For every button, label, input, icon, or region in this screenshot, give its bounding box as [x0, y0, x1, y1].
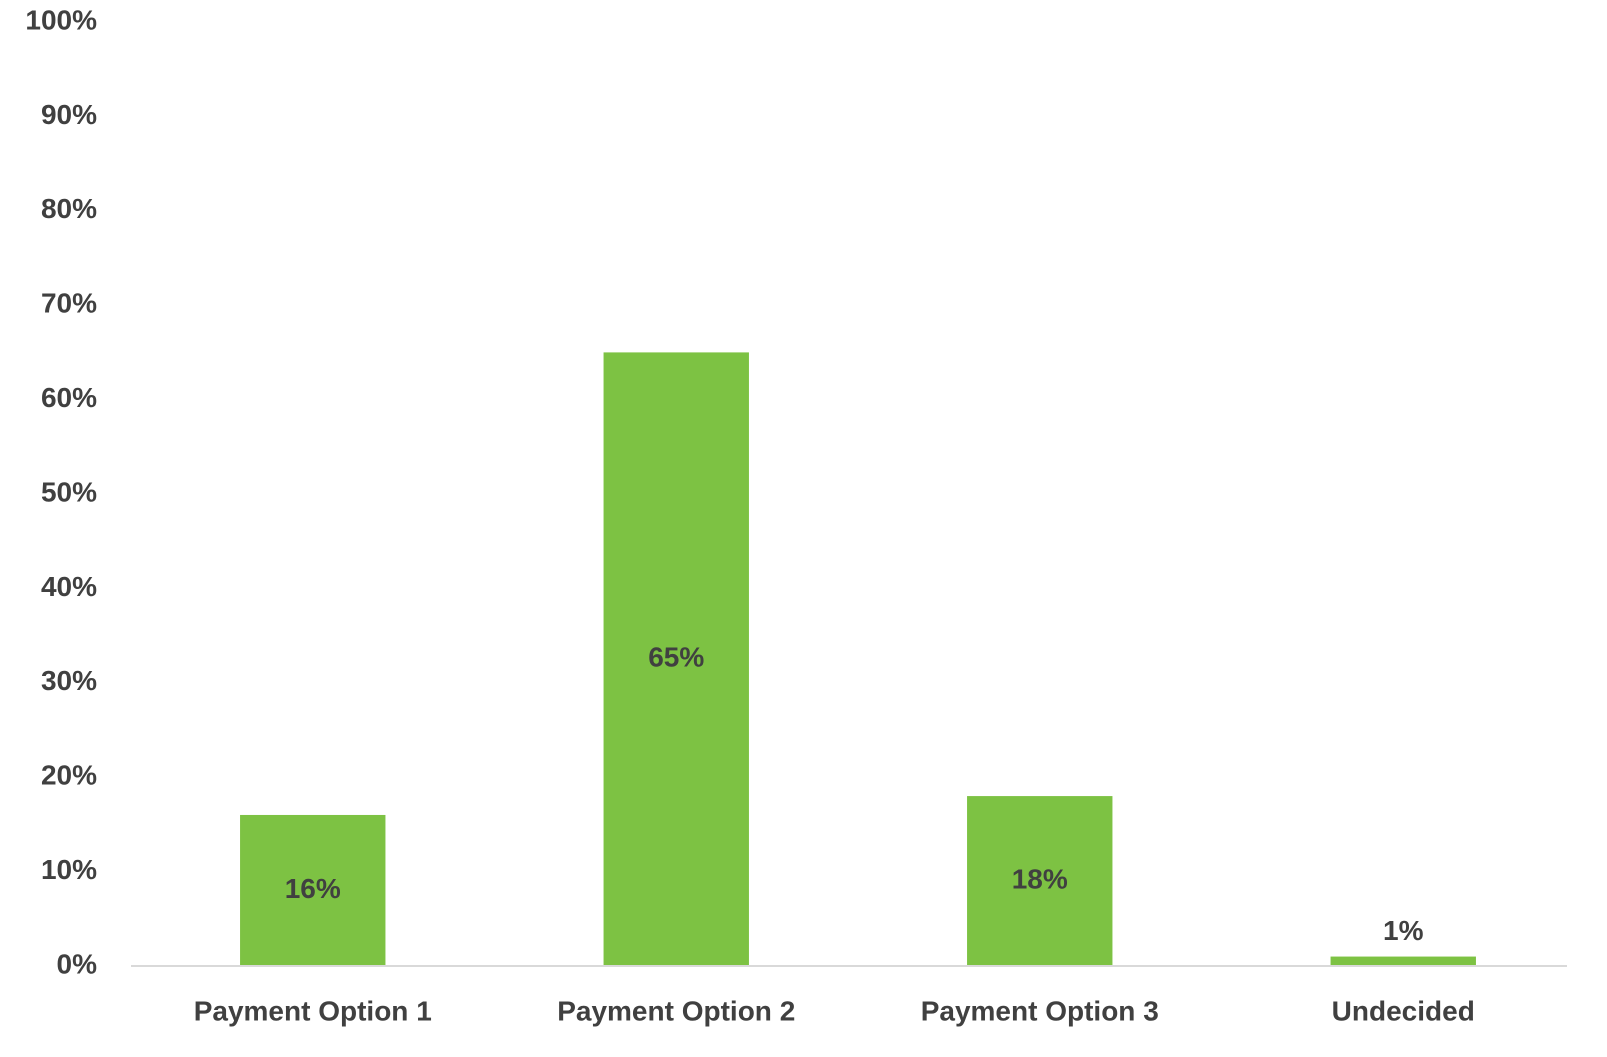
y-tick-label: 60% — [41, 382, 97, 413]
x-tick-label: Payment Option 3 — [921, 995, 1159, 1026]
data-label: 16% — [285, 873, 341, 904]
bar — [1330, 956, 1476, 966]
y-tick-label: 30% — [41, 665, 97, 696]
bar — [603, 352, 749, 966]
bar — [967, 796, 1113, 966]
data-label: 65% — [648, 642, 704, 673]
x-tick-label: Payment Option 1 — [194, 995, 432, 1026]
y-tick-label: 50% — [41, 476, 97, 507]
y-tick-label: 90% — [41, 99, 97, 130]
data-label: 1% — [1383, 915, 1424, 946]
x-tick-label: Undecided — [1332, 995, 1475, 1026]
y-tick-label: 100% — [25, 4, 97, 35]
y-tick-label: 10% — [41, 854, 97, 885]
y-tick-label: 20% — [41, 760, 97, 791]
y-tick-label: 70% — [41, 288, 97, 319]
bar — [240, 814, 386, 966]
y-tick-label: 40% — [41, 571, 97, 602]
y-tick-label: 80% — [41, 193, 97, 224]
y-tick-label: 0% — [57, 948, 98, 979]
x-tick-label: Payment Option 2 — [557, 995, 795, 1026]
data-label: 18% — [1012, 863, 1068, 894]
